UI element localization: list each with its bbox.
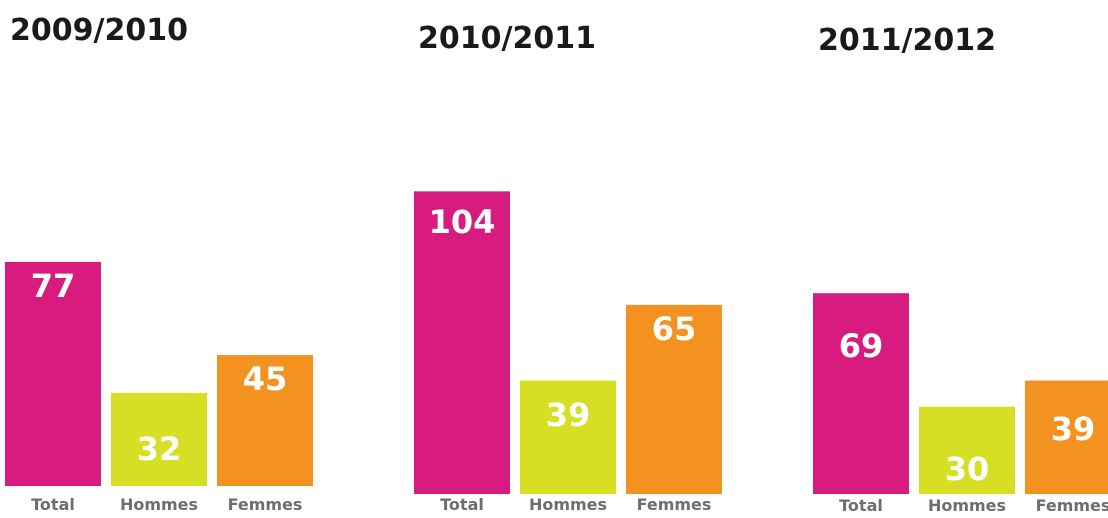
category-label: Total [31, 495, 75, 514]
bar [919, 406, 1015, 494]
category-label: Femmes [228, 495, 303, 514]
value-label: 30 [945, 450, 990, 488]
category-label: Hommes [529, 495, 607, 514]
category-label: Hommes [120, 495, 198, 514]
chart-title: 2009/2010 [10, 13, 188, 48]
value-label: 104 [429, 203, 496, 241]
value-label: 39 [546, 396, 591, 434]
bar [414, 191, 510, 495]
category-label: Total [440, 495, 484, 514]
value-label: 32 [137, 430, 182, 468]
bar [520, 380, 616, 494]
bar [1025, 380, 1108, 494]
category-label: Femmes [637, 495, 712, 514]
value-label: 69 [839, 327, 884, 365]
value-label: 45 [243, 360, 288, 398]
chart-title: 2011/2012 [818, 23, 996, 58]
bar [813, 293, 909, 494]
category-label: Total [839, 496, 883, 515]
value-label: 65 [652, 310, 697, 348]
value-label: 39 [1051, 410, 1096, 448]
value-label: 77 [31, 267, 76, 305]
category-label: Hommes [928, 496, 1006, 515]
bar [5, 261, 101, 486]
bar [626, 304, 722, 494]
chart-title: 2010/2011 [418, 21, 596, 56]
bar [111, 392, 207, 486]
bar [217, 355, 313, 486]
category-label: Femmes [1036, 496, 1108, 515]
